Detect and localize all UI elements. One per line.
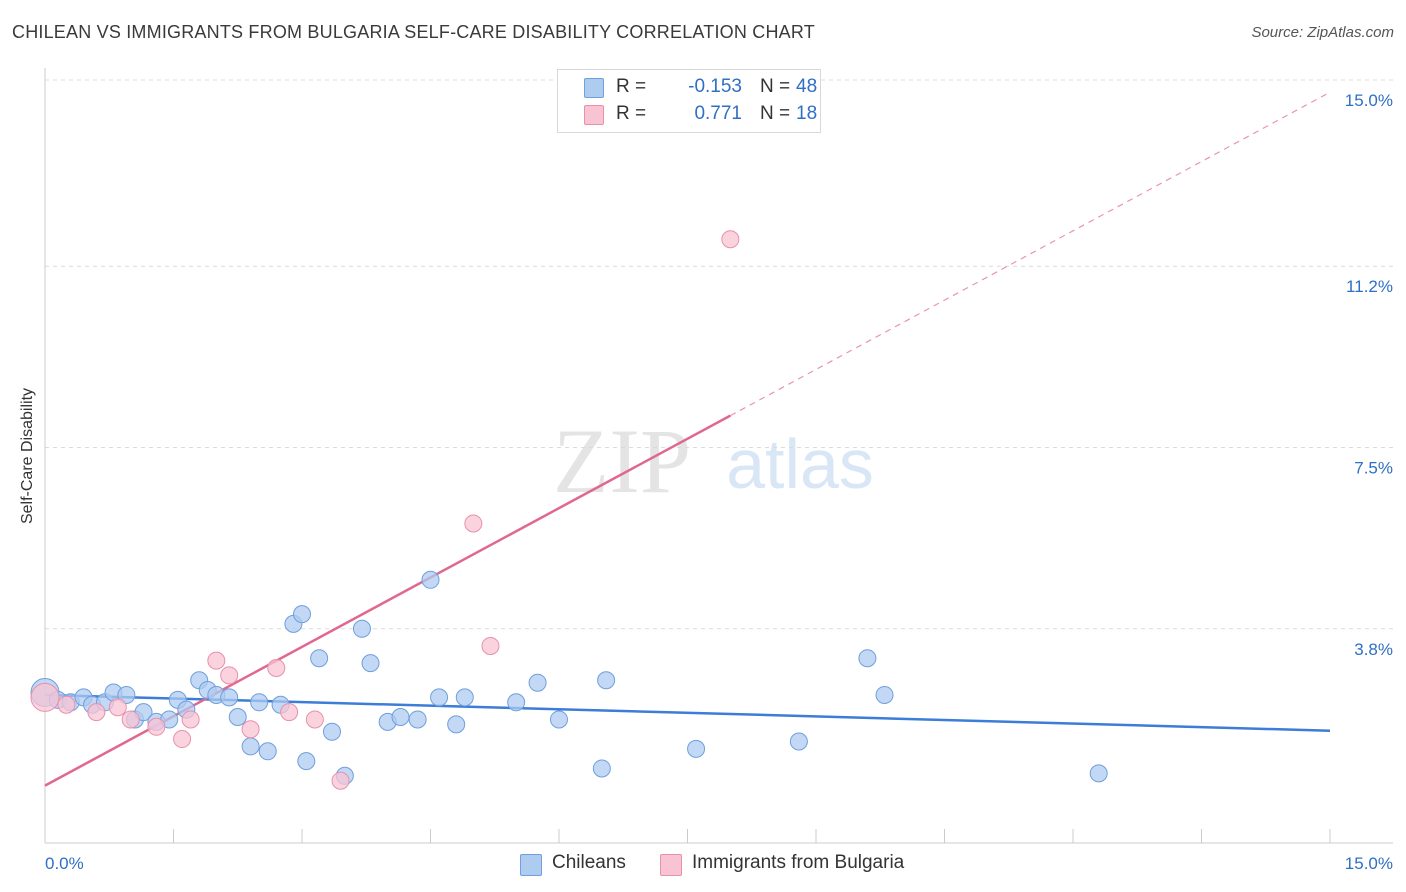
legend-r-value: 0.771: [694, 103, 742, 124]
legend-r-label: R =: [616, 76, 647, 97]
data-point-bulgaria: [57, 695, 76, 714]
x-tick-label: 15.0%: [1345, 854, 1393, 873]
data-point-chileans: [322, 722, 341, 741]
data-point-bulgaria: [30, 682, 60, 712]
watermark-zip: ZIP: [553, 410, 691, 512]
grid-lines: [45, 79, 1393, 630]
data-point-chileans: [408, 710, 427, 729]
data-point-chileans: [220, 688, 239, 707]
data-point-bulgaria: [241, 720, 260, 739]
data-point-chileans: [310, 649, 329, 668]
data-point-bulgaria: [207, 651, 226, 670]
bottom-legend-label: Chileans: [552, 852, 626, 873]
y-tick-label: 11.2%: [1346, 277, 1393, 296]
axes: [44, 68, 1393, 844]
data-point-bulgaria: [147, 717, 166, 736]
data-point-chileans: [447, 715, 466, 734]
data-point-chileans: [228, 708, 247, 726]
data-point-chileans: [241, 737, 260, 756]
data-point-chileans: [687, 739, 706, 758]
legend-n-label: N =: [760, 76, 791, 97]
data-point-chileans: [875, 685, 894, 704]
data-point-chileans: [550, 710, 568, 729]
data-point-bulgaria: [220, 666, 239, 685]
legend-swatch-chileans: [584, 78, 604, 98]
data-points: [30, 230, 1108, 790]
data-point-bulgaria: [87, 703, 106, 722]
data-point-chileans: [293, 605, 311, 624]
bottom-legend-label: Immigrants from Bulgaria: [692, 852, 905, 873]
data-point-bulgaria: [173, 730, 192, 749]
data-point-chileans: [858, 649, 877, 668]
data-point-bulgaria: [721, 230, 740, 249]
data-point-bulgaria: [181, 710, 200, 729]
data-point-chileans: [421, 570, 440, 589]
data-point-bulgaria: [464, 514, 483, 533]
legend-r-value: -0.153: [688, 76, 742, 97]
tick-labels: 3.8% 7.5% 11.2% 15.0% 0.0% 15.0%: [45, 91, 1393, 873]
bottom-legend-swatch-bulgaria: [660, 854, 682, 876]
correlation-legend: R = -0.153 N = 48 R = 0.771 N = 18: [557, 69, 821, 133]
data-point-bulgaria: [108, 698, 127, 717]
x-tick-label: 0.0%: [45, 854, 84, 873]
trend-line-bulgaria-extrapolated: [730, 91, 1331, 417]
data-point-chileans: [297, 752, 316, 771]
y-axis-label: Self-Care Disability: [19, 387, 36, 525]
data-point-chileans: [361, 654, 380, 673]
data-point-chileans: [507, 693, 526, 712]
data-point-chileans: [455, 688, 474, 707]
data-point-chileans: [528, 673, 547, 692]
data-point-chileans: [258, 742, 277, 761]
legend-n-value: 48: [796, 76, 818, 97]
data-point-bulgaria: [481, 636, 500, 655]
y-tick-label: 15.0%: [1345, 91, 1393, 110]
chart-title: CHILEAN VS IMMIGRANTS FROM BULGARIA SELF…: [12, 22, 815, 42]
y-tick-label: 7.5%: [1354, 459, 1393, 478]
data-point-chileans: [352, 619, 371, 638]
data-point-chileans: [789, 732, 808, 751]
legend-n-label: N =: [760, 103, 791, 124]
data-point-bulgaria: [267, 659, 286, 677]
data-point-bulgaria: [280, 703, 299, 722]
bottom-legend-swatch-chileans: [520, 854, 542, 876]
data-point-chileans: [597, 671, 616, 690]
y-tick-label: 3.8%: [1354, 640, 1393, 659]
data-point-bulgaria: [121, 710, 140, 729]
legend-r-label: R =: [616, 103, 647, 124]
trend-lines: [44, 91, 1331, 787]
data-point-chileans: [592, 759, 611, 778]
data-point-bulgaria: [305, 710, 324, 729]
data-point-bulgaria: [331, 771, 350, 790]
data-point-chileans: [250, 693, 269, 712]
watermark-atlas: atlas: [726, 425, 874, 503]
source-credit: Source: ZipAtlas.com: [1251, 24, 1394, 41]
legend-swatch-bulgaria: [584, 105, 604, 125]
data-point-chileans: [117, 685, 136, 704]
data-point-chileans: [430, 688, 449, 707]
legend-n-value: 18: [796, 103, 818, 124]
data-point-chileans: [391, 708, 410, 726]
data-point-chileans: [1089, 764, 1108, 783]
